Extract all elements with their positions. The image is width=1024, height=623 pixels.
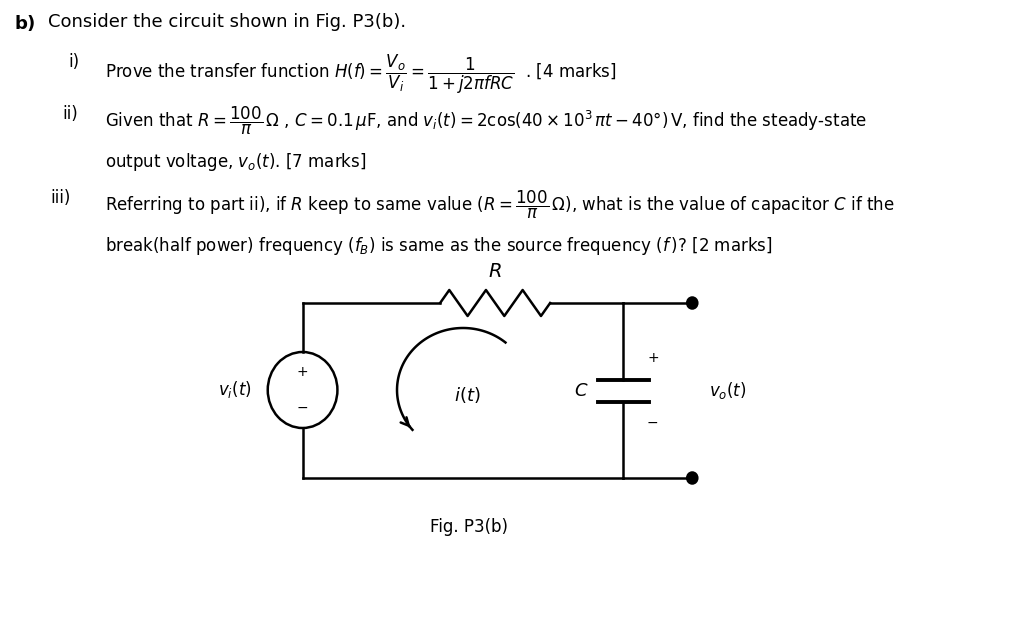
Text: $R$: $R$ (488, 262, 502, 281)
Text: $\mathbf{b)}$: $\mathbf{b)}$ (13, 13, 36, 33)
Text: Given that $R = \dfrac{100}{\pi}\,\Omega$ , $C = 0.1\,\mu\mathrm{F}$, and $v_i(t: Given that $R = \dfrac{100}{\pi}\,\Omega… (105, 105, 867, 137)
Text: i): i) (69, 53, 80, 71)
Text: +: + (647, 351, 658, 366)
Text: Prove the transfer function $H(f) = \dfrac{V_o}{V_i} = \dfrac{1}{1+j2\pi fRC}$  : Prove the transfer function $H(f) = \dfr… (105, 53, 617, 96)
Text: −: − (297, 401, 308, 415)
Text: $C$: $C$ (574, 381, 589, 399)
Text: output voltage, $v_o(t)$. [7 marks]: output voltage, $v_o(t)$. [7 marks] (105, 151, 367, 173)
Circle shape (687, 298, 697, 308)
Text: Referring to part ii), if $R$ keep to same value $(R = \dfrac{100}{\pi}\,\Omega): Referring to part ii), if $R$ keep to sa… (105, 189, 895, 221)
Text: +: + (297, 365, 308, 379)
Text: −: − (647, 416, 658, 429)
Circle shape (687, 472, 697, 483)
Text: ii): ii) (62, 105, 78, 123)
Text: Fig. P3(b): Fig. P3(b) (430, 518, 509, 536)
Text: $i(t)$: $i(t)$ (455, 385, 481, 405)
Text: break(half power) frequency $(f_B)$ is same as the source frequency $(f\,)$? [2 : break(half power) frequency $(f_B)$ is s… (105, 235, 773, 257)
Text: $v_o(t)$: $v_o(t)$ (709, 380, 746, 401)
Text: iii): iii) (50, 189, 71, 207)
Text: Consider the circuit shown in Fig. P3(b).: Consider the circuit shown in Fig. P3(b)… (48, 13, 406, 31)
Text: $v_i(t)$: $v_i(t)$ (218, 379, 252, 401)
